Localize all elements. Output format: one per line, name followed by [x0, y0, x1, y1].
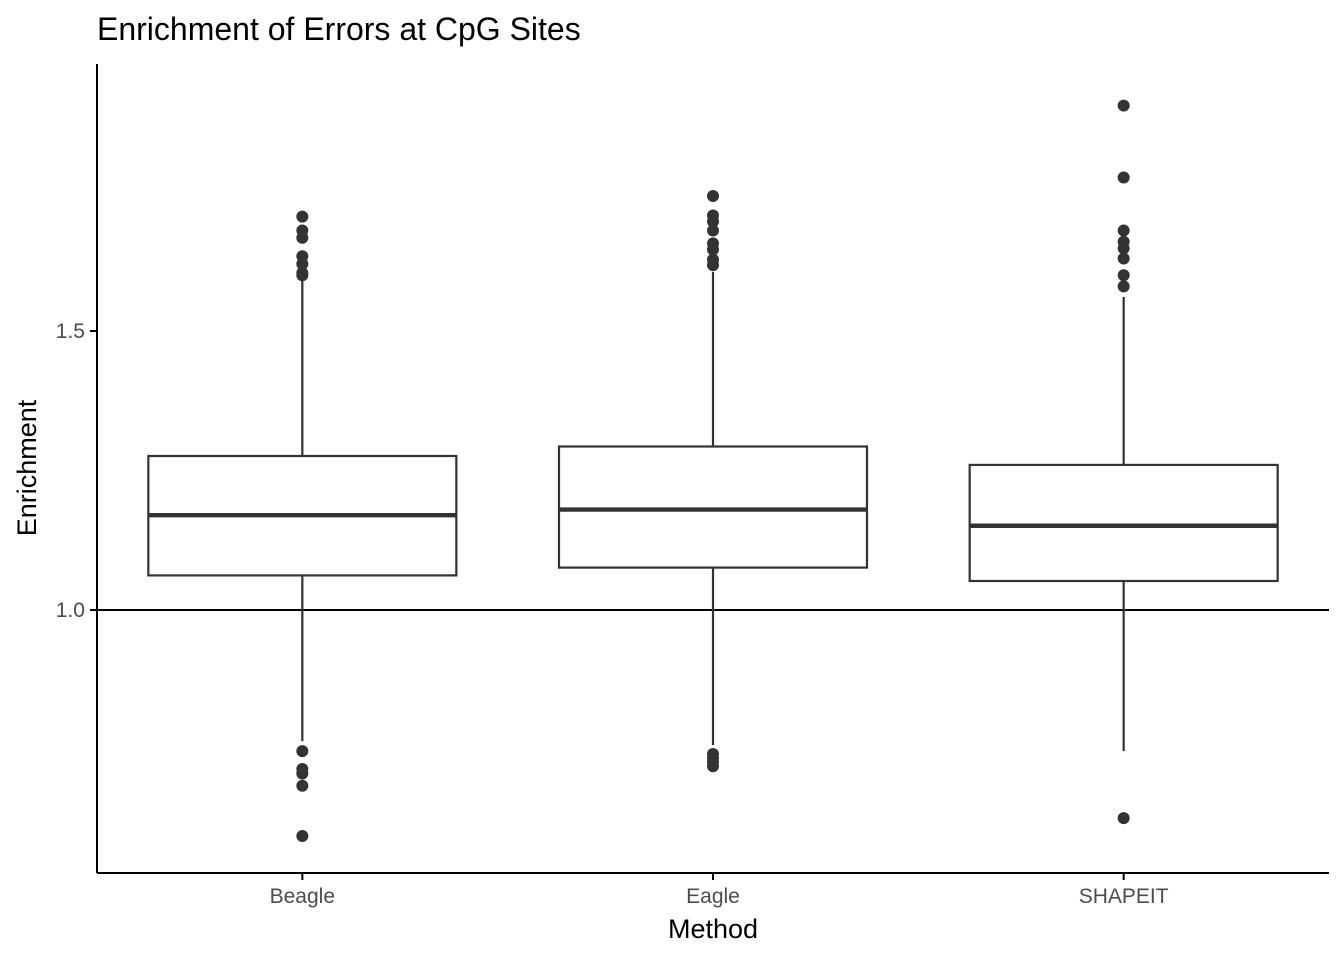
outlier-point: [1117, 812, 1130, 825]
box-beagle: [147, 210, 458, 842]
x-tick-label: SHAPEIT: [1079, 885, 1169, 908]
outlier-point: [296, 210, 309, 223]
outlier-point: [1117, 235, 1130, 248]
x-tick-label: Beagle: [270, 885, 335, 908]
x-axis-title: Method: [668, 914, 758, 944]
outlier-point: [296, 224, 309, 237]
outlier-point: [1117, 224, 1130, 237]
y-tick-label: 1.5: [56, 320, 85, 343]
outlier-point: [296, 763, 309, 776]
outlier-point: [296, 250, 309, 263]
iqr-box: [557, 445, 869, 569]
outlier-point: [1117, 280, 1130, 293]
y-tick-label: 1.0: [56, 599, 85, 622]
outlier-point: [296, 745, 309, 758]
x-axis-ticks: Beagle Eagle SHAPEIT: [270, 873, 1169, 908]
y-axis-title: Enrichment: [12, 399, 42, 536]
outlier-point: [707, 237, 719, 250]
outlier-point: [296, 266, 309, 279]
outlier-point: [1117, 252, 1130, 265]
y-axis-ticks: 1.0 1.5: [56, 320, 97, 622]
outlier-point: [296, 829, 309, 842]
outlier-point: [707, 747, 719, 760]
outlier-point: [707, 253, 719, 266]
outlier-point: [1117, 269, 1130, 282]
outlier-point: [707, 189, 719, 202]
iqr-box: [968, 463, 1279, 583]
box-eagle: [557, 189, 869, 773]
outlier-point: [296, 779, 309, 792]
plot-area: [97, 99, 1329, 842]
x-tick-label: Eagle: [686, 885, 740, 908]
outlier-point: [1117, 171, 1130, 184]
outlier-point: [1117, 99, 1130, 112]
chart-title: Enrichment of Errors at CpG Sites: [97, 11, 581, 47]
box-shapeit: [968, 99, 1279, 825]
outlier-point: [707, 224, 719, 237]
outlier-point: [707, 209, 719, 222]
